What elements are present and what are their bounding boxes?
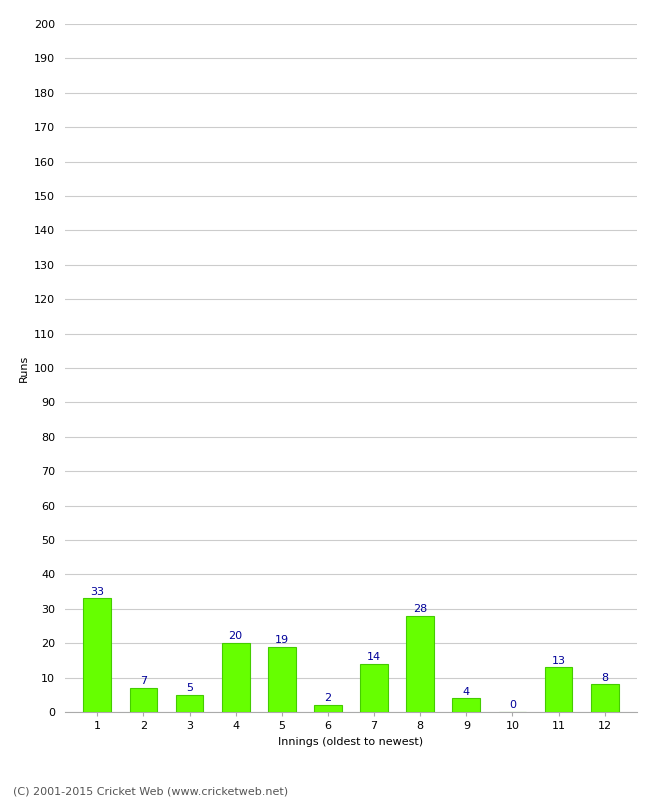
Text: (C) 2001-2015 Cricket Web (www.cricketweb.net): (C) 2001-2015 Cricket Web (www.cricketwe… <box>13 786 288 796</box>
Bar <box>591 685 619 712</box>
Bar <box>545 667 573 712</box>
Bar <box>452 698 480 712</box>
Text: 4: 4 <box>463 686 470 697</box>
Bar <box>176 694 203 712</box>
Bar <box>129 688 157 712</box>
Text: 0: 0 <box>509 700 516 710</box>
Text: 13: 13 <box>552 655 566 666</box>
Y-axis label: Runs: Runs <box>19 354 29 382</box>
Text: 19: 19 <box>275 635 289 645</box>
Text: 7: 7 <box>140 676 147 686</box>
Text: 8: 8 <box>601 673 608 682</box>
Text: 5: 5 <box>186 683 193 693</box>
Text: 28: 28 <box>413 604 427 614</box>
Bar <box>83 598 111 712</box>
Bar <box>360 664 388 712</box>
Text: 14: 14 <box>367 652 381 662</box>
Bar <box>314 705 342 712</box>
Text: 2: 2 <box>324 694 332 703</box>
Bar <box>222 643 250 712</box>
Text: 33: 33 <box>90 586 104 597</box>
X-axis label: Innings (oldest to newest): Innings (oldest to newest) <box>278 737 424 746</box>
Bar <box>406 616 434 712</box>
Text: 20: 20 <box>229 631 242 642</box>
Bar <box>268 646 296 712</box>
